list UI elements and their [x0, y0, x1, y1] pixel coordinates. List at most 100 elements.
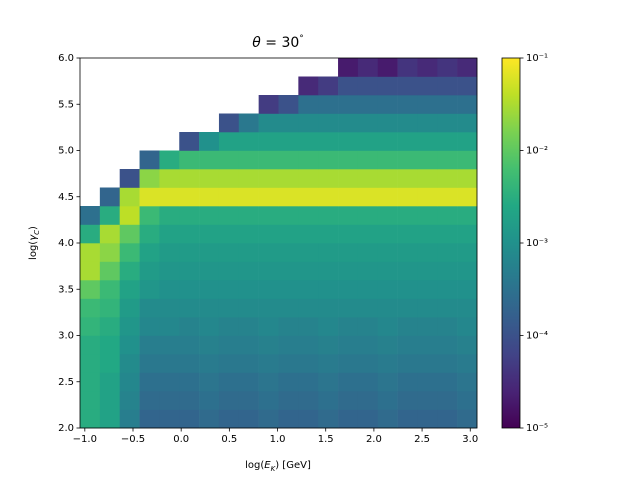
heatmap-cell	[437, 95, 458, 114]
heatmap-cell	[377, 224, 398, 244]
heatmap-cell	[457, 206, 478, 225]
heatmap-cell	[377, 372, 398, 392]
heatmap-cell	[417, 150, 438, 170]
heatmap-cell	[417, 113, 438, 133]
heatmap-cell	[357, 187, 379, 207]
heatmap-cell	[338, 280, 359, 299]
heatmap-cell	[278, 243, 299, 262]
heatmap-cell	[298, 113, 319, 133]
heatmap-cell	[437, 58, 458, 77]
heatmap-cell	[338, 224, 359, 244]
heatmap-cell	[258, 261, 279, 281]
heatmap-cell	[159, 169, 180, 188]
heatmap-cell	[397, 261, 418, 281]
heatmap-cell	[357, 243, 379, 262]
heatmap-cell	[199, 391, 220, 410]
heatmap-cell	[199, 132, 220, 151]
heatmap-cell	[457, 335, 478, 355]
y-tick-label: 2.5	[58, 377, 74, 388]
heatmap-cell	[357, 354, 379, 373]
heatmap-cell	[80, 280, 101, 299]
heatmap-cell	[457, 169, 478, 188]
heatmap-cell	[437, 317, 458, 336]
heatmap-cell	[457, 113, 478, 133]
heatmap-cell	[258, 298, 279, 318]
title-part: θ	[252, 35, 261, 51]
heatmap-cell	[338, 243, 359, 262]
heatmap-cell	[278, 298, 299, 318]
heatmap-cell	[218, 187, 240, 207]
heatmap-cell	[318, 317, 339, 336]
heatmap-cell	[119, 409, 140, 429]
heatmap-cell	[218, 317, 240, 336]
heatmap-cell	[397, 243, 418, 262]
heatmap-cell	[417, 224, 438, 244]
heatmap-cell	[278, 409, 299, 429]
heatmap-cell	[199, 187, 220, 207]
heatmap-cell	[397, 372, 418, 392]
heatmap-cell	[119, 261, 140, 281]
heatmap-cell	[397, 391, 418, 410]
heatmap-cell	[159, 317, 180, 336]
heatmap-cell	[437, 280, 458, 299]
heatmap-cell	[338, 58, 359, 77]
heatmap-cell	[457, 243, 478, 262]
heatmap-cell	[258, 187, 279, 207]
heatmap-cell	[238, 169, 259, 188]
heatmap-cell	[99, 317, 120, 336]
heatmap-cell	[417, 298, 438, 318]
heatmap-cell	[278, 261, 299, 281]
heatmap-cell	[338, 298, 359, 318]
heatmap-cell	[119, 224, 140, 244]
heatmap-cell	[417, 206, 438, 225]
heatmap-cell	[457, 391, 478, 410]
heatmap-cell	[80, 243, 101, 262]
heatmap-cell	[159, 206, 180, 225]
heatmap-cell	[179, 280, 200, 299]
heatmap-cell	[298, 409, 319, 429]
heatmap-cell	[278, 317, 299, 336]
heatmap-cell	[437, 113, 458, 133]
heatmap-cell	[99, 409, 120, 429]
heatmap-cell	[139, 224, 160, 244]
x-tick-label: −1.0	[73, 434, 97, 445]
heatmap-cell	[139, 150, 160, 170]
heatmap-cell	[258, 243, 279, 262]
heatmap-cell	[397, 409, 418, 429]
ylab-part: C	[33, 230, 41, 235]
x-tick-label: 2.5	[414, 434, 430, 445]
heatmap-cell	[139, 169, 160, 188]
heatmap-cell	[278, 354, 299, 373]
heatmap-cell	[318, 132, 339, 151]
heatmap-cell	[179, 261, 200, 281]
heatmap-cell	[199, 150, 220, 170]
heatmap-cell	[278, 280, 299, 299]
heatmap-cell	[417, 409, 438, 429]
heatmap-cell	[397, 169, 418, 188]
heatmap-cell	[139, 354, 160, 373]
heatmap-cell	[437, 76, 458, 96]
heatmap-cell	[298, 206, 319, 225]
heatmap-cell	[318, 243, 339, 262]
heatmap-cell	[218, 224, 240, 244]
heatmap-cell	[238, 317, 259, 336]
heatmap-cell	[179, 206, 200, 225]
heatmap-cell	[338, 372, 359, 392]
heatmap-cell	[159, 224, 180, 244]
x-tick-label: 0.0	[173, 434, 189, 445]
heatmap-cell	[397, 298, 418, 318]
heatmap-cell	[357, 409, 379, 429]
heatmap-cell	[179, 409, 200, 429]
heatmap-cell	[218, 243, 240, 262]
ylab-part: γ	[28, 234, 39, 241]
xlab-part: E	[264, 460, 271, 471]
heatmap-cell	[457, 280, 478, 299]
heatmap-cell	[318, 335, 339, 355]
heatmap-cell	[417, 95, 438, 114]
heatmap-cell	[377, 243, 398, 262]
heatmap-cell	[377, 187, 398, 207]
heatmap-cell	[318, 187, 339, 207]
heatmap-cell	[338, 76, 359, 96]
colorbar-tick-label: 10⁻¹	[526, 53, 548, 64]
heatmap-cell	[218, 354, 240, 373]
